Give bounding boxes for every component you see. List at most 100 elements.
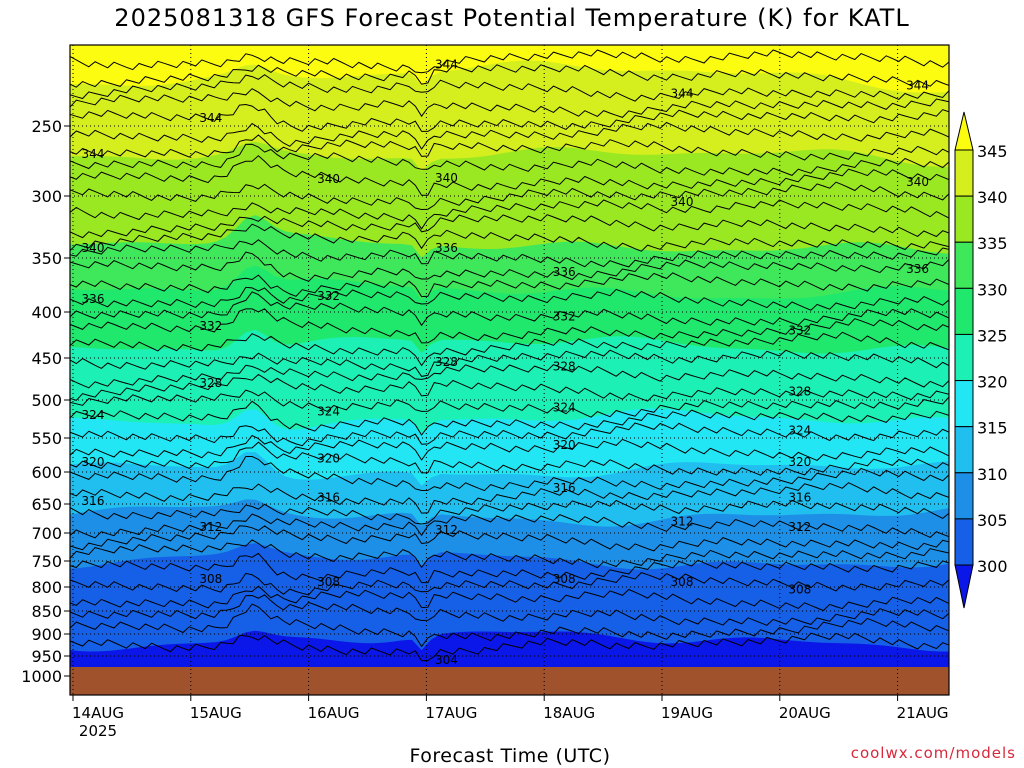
contour-label: 340	[82, 241, 105, 255]
x-tick-label: 15AUG	[190, 704, 242, 722]
contour-label: 340	[317, 172, 340, 186]
isoline	[70, 155, 949, 196]
x-year-label: 2025	[79, 722, 117, 740]
colorbar-segment	[954, 472, 974, 520]
isoline	[70, 143, 949, 176]
colorbar-extend-min	[954, 564, 974, 609]
isoline	[70, 64, 949, 88]
isoline	[70, 499, 949, 525]
colorbar-segment	[954, 426, 974, 474]
colorbar-label: 300	[977, 557, 1008, 576]
colorbar-segment	[954, 241, 974, 289]
y-tick-label: 950	[31, 647, 62, 666]
contour-label: 312	[788, 520, 811, 534]
contour-label: 316	[317, 491, 340, 505]
isoline	[70, 373, 949, 402]
isoline	[70, 552, 949, 584]
isoline	[70, 88, 949, 118]
contour-label: 316	[788, 491, 811, 505]
contour-label: 332	[199, 319, 222, 333]
colorbar-label: 310	[977, 465, 1008, 484]
isoline	[70, 103, 949, 132]
grid-lines	[70, 45, 949, 695]
colorbar-label: 345	[977, 142, 1008, 161]
band-10	[70, 45, 949, 93]
y-tick-label: 750	[31, 552, 62, 571]
isoline	[70, 594, 949, 626]
contour-label: 324	[317, 404, 340, 418]
x-axis-label: Forecast Time (UTC)	[409, 745, 611, 767]
contour-label: 320	[788, 455, 811, 469]
contour-label: 324	[788, 423, 811, 437]
isoline	[70, 482, 949, 514]
isoline	[70, 422, 949, 447]
contour-labels: 344 344 344 344 344 340 340 340 340 340 336 336 336 3…	[82, 57, 930, 667]
page-title: 2025081318 GFS Forecast Potential Temper…	[114, 4, 910, 32]
isoline	[70, 525, 949, 552]
isoline	[70, 441, 949, 476]
contour-label: 340	[906, 175, 929, 189]
contour-label: 344	[435, 57, 458, 71]
x-tick-label: 18AUG	[543, 704, 595, 722]
contour-label: 340	[671, 195, 694, 209]
colorbar-segment	[954, 287, 974, 335]
isoline	[70, 603, 949, 648]
y-tick-label: 400	[31, 303, 62, 322]
contour-label: 328	[553, 359, 576, 373]
contour-label: 336	[82, 292, 105, 306]
contour-label: 344	[671, 87, 694, 101]
contour-label: 320	[317, 451, 340, 465]
contour-label: 332	[317, 289, 340, 303]
isoline	[70, 223, 949, 252]
contour-label: 304	[435, 653, 458, 667]
colorbar-label: 330	[977, 280, 1008, 299]
contour-label: 336	[435, 241, 458, 255]
y-tick-label: 250	[31, 117, 62, 136]
contour-label: 344	[906, 79, 929, 93]
y-tick-label: 450	[31, 349, 62, 368]
isoline	[70, 539, 949, 569]
y-tick-label: 500	[31, 391, 62, 410]
x-tick-label: 17AUG	[425, 704, 477, 722]
isoline	[70, 181, 949, 211]
color-bands	[70, 45, 949, 695]
colorbar-label: 320	[977, 373, 1008, 392]
contour-label: 328	[435, 355, 458, 369]
isoline	[70, 572, 949, 596]
contour-label: 332	[788, 323, 811, 337]
colorbar-label: 335	[977, 234, 1008, 253]
x-tick-label: 20AUG	[779, 704, 831, 722]
isoline	[70, 239, 949, 268]
y-tick-label: 650	[31, 495, 62, 514]
credit-link[interactable]: coolwx.com/models	[850, 744, 1016, 762]
isoline	[70, 400, 949, 436]
contour-label: 312	[435, 523, 458, 537]
colorbar-label: 325	[977, 326, 1008, 345]
y-tick-label: 900	[31, 625, 62, 644]
colorbar-label: 305	[977, 511, 1008, 530]
isoline	[70, 349, 949, 377]
contour-label: 344	[82, 147, 105, 161]
surface-fill	[70, 667, 949, 695]
y-tick-label: 850	[31, 602, 62, 621]
contour-label: 308	[671, 575, 694, 589]
colorbar-segment	[954, 380, 974, 428]
contour-label: 328	[199, 376, 222, 390]
isoline	[70, 331, 949, 367]
isoline	[70, 513, 949, 539]
isoline	[70, 134, 949, 161]
contour-label: 312	[199, 520, 222, 534]
isoline	[70, 74, 949, 102]
contour-label: 316	[553, 481, 576, 495]
y-tick-label: 700	[31, 524, 62, 543]
y-tick-label: 550	[31, 429, 62, 448]
isoline	[70, 434, 949, 461]
colorbar-label: 340	[977, 188, 1008, 207]
y-axis-ticks: 250 300 350 400 450 500 550 600 650 700 750 800 850 9…	[21, 117, 70, 686]
isoline	[70, 456, 949, 492]
contour-label: 332	[553, 310, 576, 324]
x-tick-label: 21AUG	[897, 704, 949, 722]
contour-label: 336	[553, 265, 576, 279]
isoline	[70, 272, 949, 298]
y-tick-label: 800	[31, 578, 62, 597]
